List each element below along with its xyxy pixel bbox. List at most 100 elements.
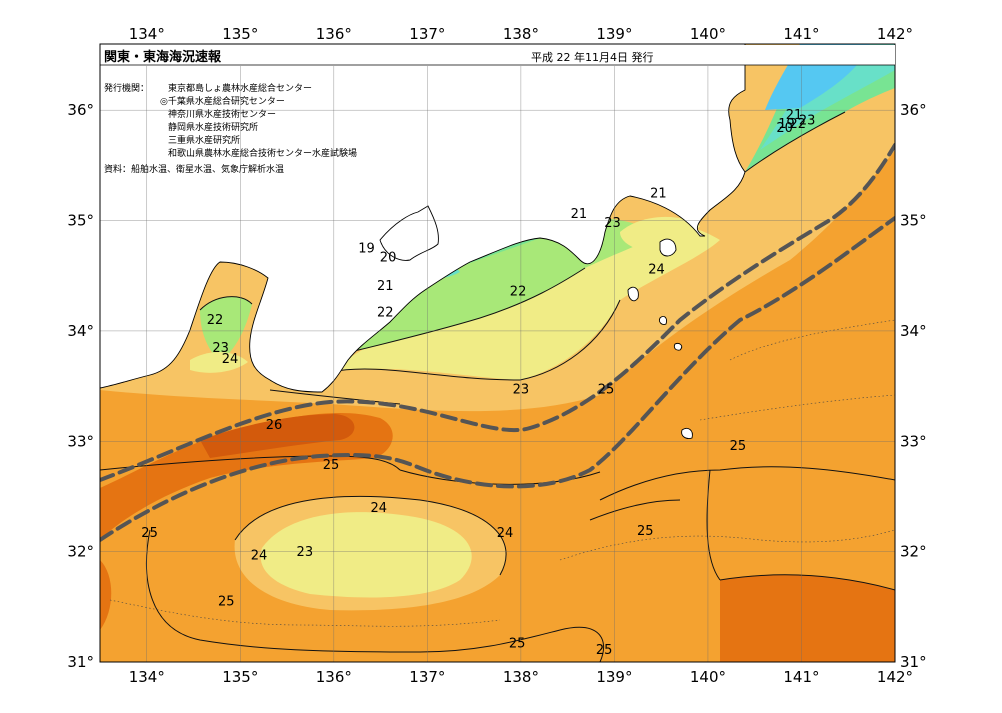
isotherm-label: 24	[222, 352, 239, 367]
sst-zone-t22	[200, 296, 252, 362]
isotherm-line	[706, 469, 721, 581]
lat-label-left: 32°	[67, 543, 94, 561]
lat-label-left: 35°	[67, 212, 94, 230]
isotherm-label: 25	[596, 643, 613, 658]
isotherm-line	[719, 574, 895, 591]
land-mass	[659, 315, 667, 325]
lon-label-bottom: 137°	[409, 668, 445, 686]
data-sources: 資料：船舶水温、衛星水温、気象庁解析水温	[104, 163, 284, 175]
isotherm-label: 22	[789, 117, 806, 132]
lat-label-left: 33°	[67, 432, 94, 450]
lon-label-top: 142°	[877, 25, 913, 43]
isotherm-line	[744, 111, 846, 173]
isotherm-label: 25	[637, 524, 654, 539]
isotherm-label: 21	[786, 108, 803, 123]
isotherm-line	[599, 466, 895, 501]
lon-label-bottom: 134°	[129, 668, 165, 686]
isotherm-label: 23	[513, 383, 530, 398]
isotherm-label: 19	[778, 117, 795, 132]
lon-label-bottom: 136°	[316, 668, 352, 686]
sst-zone-t26	[100, 560, 112, 630]
isotherm-label: 24	[497, 526, 514, 541]
lon-label-top: 139°	[596, 25, 632, 43]
minor-isotherm	[109, 599, 501, 627]
isotherm-label: 25	[323, 458, 340, 473]
lon-label-bottom: 138°	[503, 668, 539, 686]
isotherm-label: 25	[218, 595, 235, 610]
isotherm-line	[329, 299, 621, 381]
lon-label-top: 136°	[316, 25, 352, 43]
minor-isotherm	[559, 529, 895, 561]
issuer-label: 発行機関：	[104, 82, 149, 94]
issuer-line-4: 静岡県水産技術研究所	[168, 121, 258, 133]
sst-zone-t26	[720, 574, 895, 662]
isotherm-line	[349, 267, 586, 353]
isotherm-line	[589, 499, 681, 521]
isotherm-label: 24	[251, 548, 268, 563]
lon-label-bottom: 135°	[222, 668, 258, 686]
isotherm-label: 20	[380, 250, 397, 265]
lat-label-left: 31°	[67, 653, 94, 671]
isotherm-label: 26	[266, 418, 283, 433]
isotherm-label: 23	[297, 545, 314, 560]
header-band	[101, 45, 895, 65]
lon-label-bottom: 141°	[783, 668, 819, 686]
lon-label-top: 140°	[690, 25, 726, 43]
issuer-line-5: 三重県水産研究所	[168, 134, 240, 146]
map-title: 関東・東海海況速報	[104, 49, 222, 65]
lat-label-left: 36°	[67, 101, 94, 119]
land-mass	[681, 427, 693, 439]
isotherm-line	[100, 455, 401, 471]
coordinate-ticks: 134° 134° 135° 135° 136° 136° 137° 137° 138° 138°…	[67, 25, 926, 686]
isotherm-label: 25	[598, 383, 615, 398]
lat-label-right: 34°	[900, 322, 927, 340]
lat-label-right: 32°	[900, 543, 927, 561]
sst-zone-t26	[100, 412, 393, 540]
sst-zone-t23	[620, 216, 700, 250]
lon-label-bottom: 140°	[690, 668, 726, 686]
lon-label-bottom: 139°	[596, 668, 632, 686]
isotherm-line	[199, 296, 253, 311]
lat-label-right: 33°	[900, 432, 927, 450]
lat-label-right: 31°	[900, 653, 927, 671]
minor-isotherm	[729, 319, 895, 361]
lon-label-top: 138°	[503, 25, 539, 43]
issuer-line-6: 和歌山県農林水産総合技術センター水産試験場	[168, 147, 357, 159]
isotherm-label: 20	[776, 121, 793, 136]
sst-zone-t23	[260, 512, 472, 598]
land-mass	[379, 205, 439, 261]
lat-lon-grid	[100, 66, 895, 662]
land-mass	[673, 343, 683, 351]
isotherm-label: 24	[648, 262, 665, 277]
issuer-line-1: 東京都島しょ農林水産総合センター	[168, 82, 312, 94]
isotherm-line	[234, 495, 507, 576]
sst-zone-t20	[760, 44, 895, 150]
lon-label-top: 141°	[783, 25, 819, 43]
isotherm-label: 23	[799, 113, 816, 128]
issuer-line-2: ◎千葉県水産総合研究センター	[160, 95, 285, 107]
kuroshio-axis	[100, 143, 895, 482]
kuroshio-axis	[100, 216, 895, 542]
issue-date: 平成 22 年11月4日 発行	[531, 50, 653, 64]
isotherm-label: 23	[212, 341, 229, 356]
isotherm-label: 22	[207, 313, 224, 328]
isotherm-line	[146, 529, 561, 653]
minor-isotherm	[699, 394, 895, 421]
isotherm-line	[559, 626, 605, 662]
lon-label-bottom: 142°	[877, 668, 913, 686]
sst-zone-t23	[190, 351, 248, 373]
lat-label-right: 36°	[900, 101, 927, 119]
isotherm-label: 25	[509, 637, 526, 652]
kuroshio-axis-lines	[100, 143, 895, 542]
isotherm-label: 21	[571, 207, 588, 222]
coastline-land	[100, 44, 746, 439]
isotherm-label: 23	[604, 216, 621, 231]
land-mass	[627, 286, 639, 302]
issuer-line-3: 神奈川県水産技術センター	[168, 108, 276, 120]
isotherm-label: 24	[370, 501, 387, 516]
lon-label-top: 135°	[222, 25, 258, 43]
lat-label-left: 34°	[67, 322, 94, 340]
land-mass	[659, 238, 677, 257]
isotherm-labels: 1920212222232123212425222324262525242424…	[141, 108, 815, 658]
